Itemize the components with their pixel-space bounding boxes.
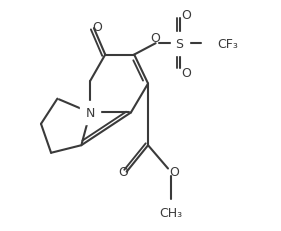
Text: O: O (181, 66, 191, 79)
Text: O: O (92, 21, 102, 34)
Text: O: O (151, 32, 160, 45)
Text: O: O (119, 165, 129, 178)
Text: S: S (176, 38, 183, 51)
Text: CF₃: CF₃ (217, 38, 238, 51)
Text: O: O (169, 165, 179, 178)
Text: O: O (181, 9, 191, 22)
Text: CH₃: CH₃ (159, 206, 182, 219)
Text: N: N (85, 106, 95, 119)
